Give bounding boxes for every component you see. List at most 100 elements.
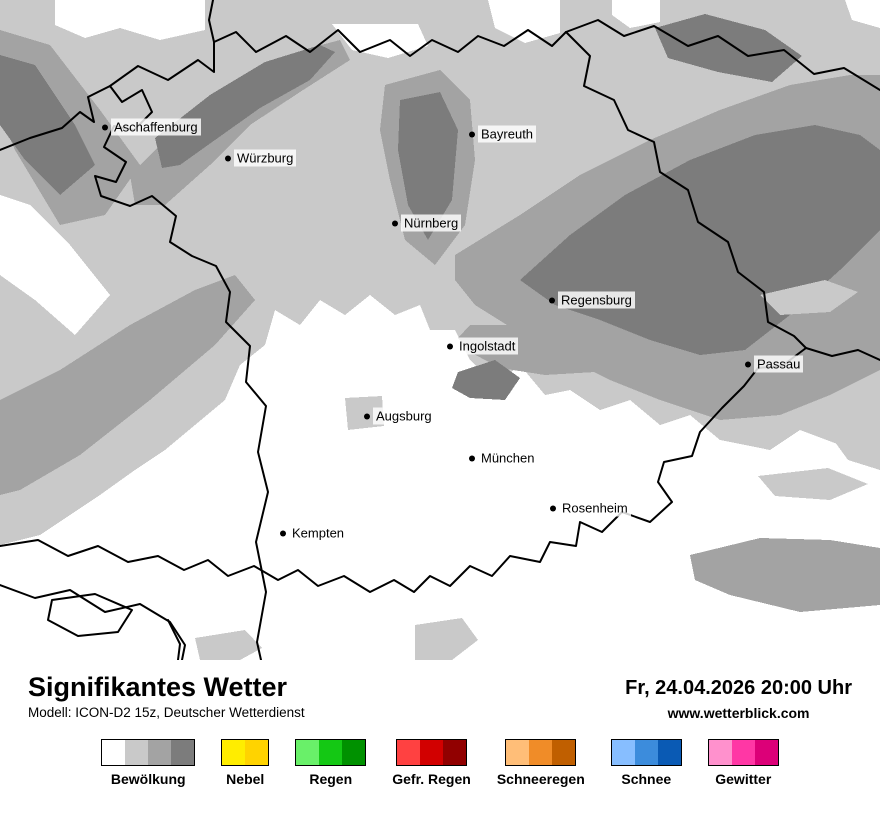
legend-item-bew-lkung: Bewölkung	[101, 739, 196, 787]
border-line-austria-south	[0, 347, 807, 593]
city-label: Ingolstadt	[456, 337, 519, 355]
city-dot	[549, 297, 555, 303]
legend-swatch-strip	[707, 739, 779, 766]
legend-label: Nebel	[226, 771, 265, 787]
city-dot	[469, 455, 475, 461]
model-info: Modell: ICON-D2 15z, Deutscher Wetterdie…	[28, 705, 305, 720]
legend-item-schnee: Schnee	[610, 739, 682, 787]
cloud-region-medium-bottom-right	[690, 538, 880, 612]
legend-swatch-strip	[505, 739, 577, 766]
cloud-region-medium-southwest-band	[0, 275, 255, 495]
clear-region-top-4	[612, 0, 660, 28]
legend-swatch	[102, 740, 126, 765]
city-label: Aschaffenburg	[111, 118, 201, 136]
city-dot	[447, 343, 453, 349]
cloud-region-dark-center	[398, 92, 458, 240]
legend-swatch	[754, 740, 778, 765]
clear-region-top-1	[55, 0, 205, 40]
cloud-region-light-streak-east	[760, 280, 858, 315]
city-marker-rosenheim: Rosenheim	[550, 499, 631, 517]
cloud-region-dark-spessart	[155, 45, 335, 168]
border-line-czech-saxony	[565, 19, 880, 91]
legend-swatch	[296, 740, 320, 765]
city-dot	[550, 505, 556, 511]
legend-swatch	[506, 740, 530, 765]
legend-swatch-strip	[396, 739, 468, 766]
legend-swatch	[552, 740, 576, 765]
city-label: Rosenheim	[559, 499, 631, 517]
legend-swatch-strip	[101, 739, 196, 766]
city-marker-n-rnberg: Nürnberg	[392, 214, 462, 232]
border-line-west	[0, 85, 269, 660]
map-area: Aschaffenburg Würzburg Bayreuth Nürnberg Reg…	[0, 0, 880, 660]
cloud-region-light-southeast	[758, 468, 868, 500]
legend-swatch-strip	[295, 739, 367, 766]
city-label: Kempten	[289, 524, 348, 542]
city-dot	[225, 155, 231, 161]
city-dot	[745, 361, 751, 367]
legend-swatch-strip	[221, 739, 270, 766]
legend-swatch	[397, 740, 421, 765]
clear-region-west	[0, 195, 110, 335]
legend-swatch	[443, 740, 467, 765]
border-line-bottom-left-south	[167, 619, 181, 660]
city-dot	[364, 413, 370, 419]
city-label: Würzburg	[234, 149, 297, 167]
legend-label: Gewitter	[715, 771, 772, 787]
legend-swatch	[731, 740, 755, 765]
legend-swatch	[708, 740, 732, 765]
cloud-region-dark-topright	[655, 14, 802, 82]
city-marker-bayreuth: Bayreuth	[469, 125, 537, 143]
legend-item-regen: Regen	[295, 739, 367, 787]
city-marker-augsburg: Augsburg	[364, 407, 435, 425]
city-marker-m-nchen: München	[469, 449, 538, 467]
border-line-czech	[565, 31, 807, 349]
city-dot	[102, 124, 108, 130]
legend-item-schneeregen: Schneeregen	[497, 739, 585, 787]
legend-item-gewitter: Gewitter	[707, 739, 779, 787]
legend-swatch	[634, 740, 658, 765]
border-line-lake-constance	[47, 593, 133, 637]
city-dot	[280, 530, 286, 536]
cloud-region-dark-augsburg-ne	[452, 360, 520, 400]
info-left: Signifikantes Wetter Modell: ICON-D2 15z…	[28, 672, 305, 720]
legend-swatch	[245, 740, 269, 765]
legend-swatch	[342, 740, 366, 765]
legend-label: Regen	[309, 771, 353, 787]
legend-swatch	[611, 740, 635, 765]
city-markers: Aschaffenburg Würzburg Bayreuth Nürnberg Reg…	[102, 118, 804, 542]
clear-region-top-right-corner	[845, 0, 880, 28]
city-label: Augsburg	[373, 407, 435, 425]
city-label: Nürnberg	[401, 214, 462, 232]
border-line-north-branch	[208, 0, 215, 43]
cloud-region-dark-far-topleft	[0, 55, 95, 195]
city-marker-aschaffenburg: Aschaffenburg	[102, 118, 201, 136]
legend-swatch	[148, 740, 172, 765]
city-label: Bayreuth	[478, 125, 537, 143]
clear-sky-layer	[0, 0, 880, 335]
city-marker-passau: Passau	[745, 355, 804, 373]
website-watermark: www.wetterblick.com	[667, 705, 810, 721]
city-marker-kempten: Kempten	[280, 524, 348, 542]
city-marker-regensburg: Regensburg	[549, 291, 635, 309]
legend-swatch	[125, 740, 149, 765]
border-layer	[0, 0, 880, 660]
info-panel: Signifikantes Wetter Modell: ICON-D2 15z…	[0, 660, 880, 787]
legend-swatch	[319, 740, 343, 765]
legend-label: Gefr. Regen	[392, 771, 471, 787]
legend-swatch	[222, 740, 246, 765]
cloud-region-light-bottom-center	[415, 618, 478, 660]
info-right: Fr, 24.04.2026 20:00 Uhr www.wetterblick…	[625, 672, 852, 721]
clear-region-top-2	[332, 24, 428, 58]
clear-region-top-3	[488, 0, 560, 43]
border-line-bottom-left	[0, 584, 186, 660]
legend: Bewölkung Nebel Regen Gefr. Regen Schneerege…	[28, 739, 852, 787]
legend-swatch-strip	[610, 739, 682, 766]
legend-swatch	[529, 740, 553, 765]
legend-label: Schneeregen	[496, 771, 585, 787]
legend-label: Schnee	[621, 771, 672, 787]
city-label: Regensburg	[558, 291, 635, 309]
city-label: Passau	[754, 355, 804, 373]
border-line-east-of-passau	[805, 347, 880, 361]
